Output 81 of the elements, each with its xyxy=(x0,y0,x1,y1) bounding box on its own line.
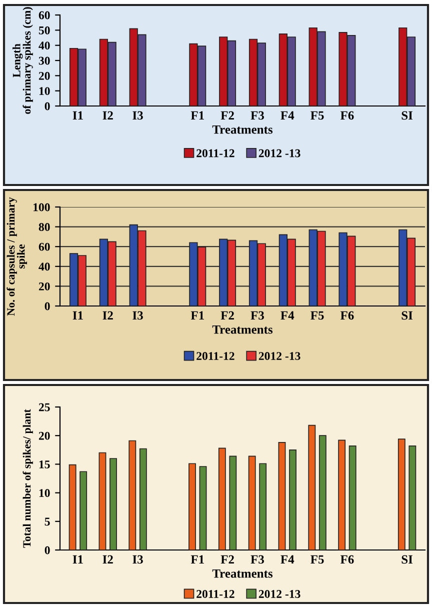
bar xyxy=(398,438,406,550)
y-axis-title: Length of primary spikes (cm) xyxy=(12,7,33,114)
x-axis-title: Treatments xyxy=(212,569,273,578)
legend-label: 2011-12 xyxy=(196,149,234,158)
bar xyxy=(80,471,88,550)
legend-label: 2011-12 xyxy=(196,352,234,360)
bar xyxy=(188,463,196,550)
y-tick-label: 5 xyxy=(44,518,50,526)
legend-label: 2012 -13 xyxy=(258,352,300,360)
y-tick-label: 50 xyxy=(38,26,50,34)
x-tick-label: I3 xyxy=(132,311,143,320)
bar xyxy=(259,463,267,550)
x-tick-label: F2 xyxy=(220,311,234,320)
y-tick-label: 0 xyxy=(44,302,50,310)
x-tick-label: I2 xyxy=(102,311,113,320)
x-tick-label: F3 xyxy=(250,311,264,320)
bar xyxy=(128,440,136,550)
x-axis-title: Treatments xyxy=(212,325,273,334)
x-tick-label: F5 xyxy=(310,111,324,120)
y-tick-label: 60 xyxy=(38,242,50,251)
x-tick-label: SI xyxy=(402,311,413,320)
bar xyxy=(308,424,316,550)
x-tick-label: I1 xyxy=(72,311,83,320)
x-tick-label: SI xyxy=(402,111,413,120)
y-tick-label: 60 xyxy=(38,11,50,20)
bar xyxy=(278,442,286,550)
bar xyxy=(338,440,346,550)
x-tick-label: I1 xyxy=(72,111,83,120)
x-tick-label: I2 xyxy=(102,555,113,564)
bar xyxy=(218,448,226,550)
bar xyxy=(408,445,416,550)
y-tick-label: 80 xyxy=(38,223,50,232)
x-tick-label: F5 xyxy=(310,555,324,564)
y-tick-label: 30 xyxy=(38,56,50,65)
bar xyxy=(110,458,117,550)
x-tick-label: I2 xyxy=(102,111,113,120)
bar xyxy=(139,448,147,550)
legend-label: 2012 -13 xyxy=(258,590,300,598)
x-tick-label: I3 xyxy=(132,111,143,120)
y-tick-label: 25 xyxy=(38,403,50,412)
y-tick-label: 20 xyxy=(38,282,50,290)
x-tick-label: F1 xyxy=(190,555,204,564)
y-tick-label: 10 xyxy=(39,87,50,96)
x-tick-label: F3 xyxy=(250,555,264,564)
x-tick-label: F1 xyxy=(190,311,204,320)
x-tick-label: I3 xyxy=(132,555,143,564)
x-tick-label: F6 xyxy=(340,311,354,320)
x-tick-label: F6 xyxy=(340,111,354,120)
bar xyxy=(248,456,256,550)
y-tick-label: 20 xyxy=(38,72,50,80)
y-tick-label: 40 xyxy=(38,262,50,271)
x-tick-label: F4 xyxy=(280,111,294,120)
x-tick-label: F3 xyxy=(250,111,264,120)
x-tick-label: F2 xyxy=(220,111,234,120)
y-axis-title: No. of capsules / primary spike xyxy=(6,197,28,316)
legend-label: 2012 -13 xyxy=(258,149,300,158)
x-tick-label: SI xyxy=(402,555,413,564)
x-tick-label: F6 xyxy=(340,555,354,564)
x-tick-label: F2 xyxy=(220,555,234,564)
bar xyxy=(229,456,237,550)
bar xyxy=(348,445,356,550)
y-tick-label: 15 xyxy=(39,460,50,468)
bar xyxy=(289,449,296,550)
x-tick-label: I1 xyxy=(72,555,83,564)
x-tick-label: F4 xyxy=(280,311,294,320)
x-tick-label: F1 xyxy=(190,111,204,120)
x-axis-title: Treatments xyxy=(212,125,273,134)
y-tick-label: 10 xyxy=(39,489,50,498)
y-tick-label: 20 xyxy=(38,432,50,440)
bar xyxy=(98,452,106,550)
y-axis-title: Total number of spikes/ plant xyxy=(22,409,33,548)
bar xyxy=(318,435,326,550)
y-tick-label: 0 xyxy=(44,102,50,110)
y-tick-label: 100 xyxy=(34,203,50,212)
legend-label: 2011-12 xyxy=(196,590,234,598)
y-tick-label: 40 xyxy=(38,42,50,50)
bar xyxy=(199,466,207,550)
bar xyxy=(68,464,76,550)
y-tick-label: 0 xyxy=(44,546,50,554)
x-tick-label: F5 xyxy=(310,311,324,320)
x-tick-label: F4 xyxy=(280,555,294,564)
